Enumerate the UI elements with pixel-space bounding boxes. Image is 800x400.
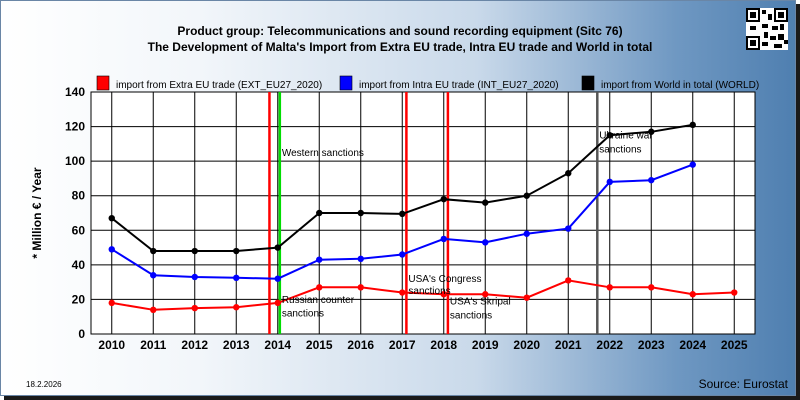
data-point <box>150 306 157 313</box>
data-point <box>565 170 572 177</box>
data-point <box>440 235 447 243</box>
data-point <box>648 128 655 135</box>
x-tick-label: 2015 <box>306 338 333 352</box>
data-point <box>648 176 655 184</box>
legend-swatch <box>96 75 110 91</box>
data-point <box>399 251 406 258</box>
data-point <box>523 192 530 199</box>
data-point <box>108 214 115 222</box>
y-axis-label: * Million € / Year <box>30 167 44 258</box>
data-point <box>357 209 364 217</box>
data-point <box>565 277 572 284</box>
data-point <box>316 284 323 291</box>
data-point <box>274 299 281 307</box>
data-point <box>191 304 198 312</box>
data-point <box>316 256 323 263</box>
x-tick-label: 2016 <box>347 338 374 352</box>
data-point <box>233 247 240 255</box>
data-point <box>482 291 489 298</box>
x-tick-label: 2020 <box>513 338 540 352</box>
data-point <box>523 294 530 301</box>
data-point <box>357 284 364 291</box>
annotation-label: Russian counter <box>282 295 355 306</box>
y-tick-label: 20 <box>72 292 86 306</box>
data-point <box>150 247 157 255</box>
legend: import from Extra EU trade (EXT_EU27_202… <box>96 75 759 91</box>
data-point <box>357 255 364 263</box>
annotation-label: sanctions <box>599 145 641 156</box>
x-tick-label: 2014 <box>264 338 291 352</box>
frame-shadow-right <box>796 4 800 400</box>
data-point <box>565 225 572 232</box>
x-tick-label: 2012 <box>181 338 208 352</box>
chart-title-line2: The Development of Malta's Import from E… <box>147 40 653 54</box>
annotation-label: USA's Congress <box>408 274 481 285</box>
annotation-label: sanctions <box>408 286 450 297</box>
qr-code-icon <box>746 8 788 50</box>
data-point <box>150 272 157 279</box>
data-point <box>233 274 240 282</box>
annotation-label: USA's Skripal <box>450 297 511 308</box>
data-point <box>689 121 696 129</box>
x-tick-label: 2010 <box>98 338 125 352</box>
data-point <box>316 209 323 217</box>
plot-border <box>90 91 756 335</box>
plot-background <box>91 92 755 334</box>
x-tick-label: 2018 <box>430 338 457 352</box>
data-point <box>523 230 530 237</box>
frame-shadow-bottom <box>4 396 800 400</box>
x-tick-label: 2013 <box>223 338 250 352</box>
x-tick-label: 2011 <box>140 338 166 352</box>
legend-swatch <box>339 75 353 91</box>
y-tick-label: 100 <box>65 154 85 168</box>
annotation-label: Western sanctions <box>282 148 364 159</box>
y-tick-label: 140 <box>65 85 85 99</box>
annotation-label: sanctions <box>282 309 324 320</box>
legend-entry: import from Intra EU trade (INT_EU27_202… <box>359 80 559 91</box>
data-point <box>274 244 281 251</box>
y-tick-label: 40 <box>72 258 86 272</box>
annotation-label: Ukraine war <box>599 131 653 142</box>
data-point <box>399 289 406 296</box>
data-point <box>731 289 738 296</box>
x-tick-label: 2023 <box>638 338 665 352</box>
x-tick-label: 2024 <box>679 338 706 352</box>
legend-entry: import from Extra EU trade (EXT_EU27_202… <box>116 80 322 91</box>
data-point <box>689 291 696 298</box>
data-point <box>108 299 115 307</box>
data-point <box>399 210 406 218</box>
legend-entry: import from World in total (WORLD) <box>601 80 759 91</box>
data-point <box>191 273 198 281</box>
y-tick-label: 60 <box>72 223 86 237</box>
chart-title-line1: Product group: Telecommunications and so… <box>177 24 623 38</box>
y-tick-label: 80 <box>72 189 86 203</box>
x-tick-label: 2021 <box>555 338 582 352</box>
data-point <box>482 239 489 246</box>
x-tick-label: 2019 <box>472 338 499 352</box>
data-point <box>108 246 115 253</box>
data-point <box>440 195 447 203</box>
data-point <box>233 304 240 311</box>
data-point <box>689 161 696 168</box>
footer-date: 18.2.2026 <box>26 380 62 389</box>
data-point <box>482 199 489 206</box>
data-point <box>274 275 281 282</box>
data-point <box>606 132 613 139</box>
x-tick-label: 2025 <box>721 338 748 352</box>
data-point <box>191 247 198 255</box>
x-tick-label: 2017 <box>389 338 416 352</box>
data-point <box>606 284 613 291</box>
legend-swatch <box>581 75 595 91</box>
data-point <box>648 284 655 291</box>
data-point <box>606 178 613 186</box>
data-point <box>440 291 447 298</box>
y-tick-label: 120 <box>65 120 85 134</box>
x-tick-label: 2022 <box>596 338 623 352</box>
annotation-label: sanctions <box>450 310 492 321</box>
y-tick-label: 0 <box>78 327 85 341</box>
series-line-0 <box>111 279 735 311</box>
footer-source: Source: Eurostat <box>698 377 788 391</box>
